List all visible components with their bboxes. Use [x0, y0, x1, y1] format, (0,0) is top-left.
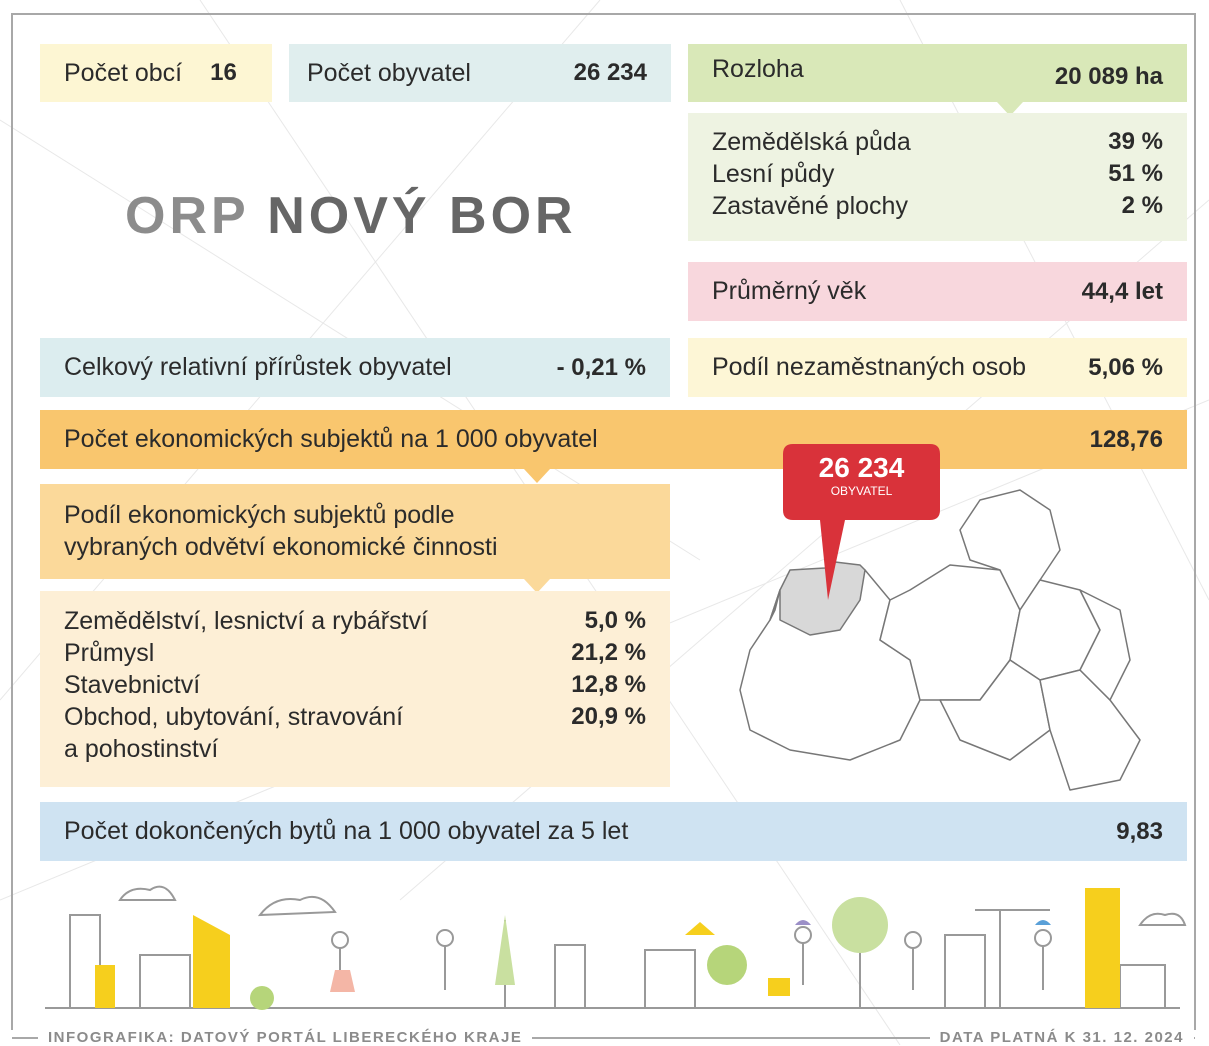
value: 51 %	[1108, 160, 1163, 187]
callout	[783, 444, 940, 600]
sector-row: Stavebnictví 12,8 %	[64, 669, 646, 701]
label-line: Průmysl	[64, 639, 155, 667]
sector-heading-box: Podíl ekonomických subjektů podle vybraný…	[40, 484, 670, 593]
land-use-row: Lesní půdy 51 %	[712, 158, 1163, 190]
title-name: NOVÝ BOR	[267, 187, 577, 245]
municipalities-box: Počet obcí 16	[40, 44, 272, 102]
label: Zemědělská půda	[712, 128, 911, 156]
value: 16	[210, 59, 237, 86]
value: 21,2 %	[571, 639, 646, 666]
economic-box: Počet ekonomických subjektů na 1 000 oby…	[40, 410, 1187, 483]
map-region	[769, 589, 781, 621]
map	[739, 444, 1141, 791]
pointer	[524, 579, 550, 593]
pointer	[997, 102, 1023, 116]
footer-validity: DATA PLATNÁ K 31. 12. 2024	[929, 1029, 1194, 1046]
age-box: Průměrný věk 44,4 let	[688, 262, 1187, 321]
value: - 0,21 %	[556, 353, 646, 381]
callout-label: OBYVATEL	[830, 484, 893, 498]
pointer	[524, 469, 550, 483]
label: Počet obyvatel	[307, 58, 471, 87]
label: Počet ekonomických subjektů na 1 000 oby…	[64, 425, 598, 453]
callout-text: 26 234 OBYVATEL	[783, 452, 940, 498]
label: Zastavěné plochy	[712, 192, 908, 220]
map-region	[959, 489, 1061, 611]
value: 12,8 %	[571, 671, 646, 698]
label-line: a pohostinství	[64, 735, 219, 763]
sector-row: Průmysl 21,2 %	[64, 637, 646, 669]
value: 26 234	[573, 59, 647, 86]
label: Lesní půdy	[712, 160, 835, 188]
label-line: Zemědělství, lesnictví a rybářství	[64, 607, 429, 635]
land-use-box: Zemědělská půda 39 % Lesní půdy 51 % Zastavě…	[688, 113, 1187, 241]
value: 5,06 %	[1088, 353, 1163, 381]
value: 20,9 %	[571, 703, 646, 730]
value: 20 089 ha	[1054, 63, 1163, 90]
land-use-list: Zemědělská půda 39 % Lesní půdy 51 % Zastavě…	[712, 126, 1163, 222]
land-use-row: Zemědělská půda 39 %	[712, 126, 1163, 158]
value: 2 %	[1121, 192, 1163, 219]
growth-box: Celkový relativní přírůstek obyvatel - 0…	[40, 338, 670, 397]
callout-value: 26 234	[818, 452, 905, 483]
sector-heading: Podíl ekonomických subjektů podle vybraný…	[64, 499, 646, 563]
heading-line: Podíl ekonomických subjektů podle	[64, 501, 455, 529]
label: Počet obcí	[64, 58, 183, 87]
label-line: Obchod, ubytování, stravování	[64, 703, 404, 731]
map-highlight	[779, 561, 866, 636]
value: 39 %	[1108, 128, 1163, 155]
area-box: Rozloha 20 089 ha	[688, 44, 1187, 116]
sector-row: Zemědělství, lesnictví a rybářství 5,0 %	[64, 605, 646, 637]
map-region	[1079, 589, 1131, 701]
label: Počet dokončených bytů na 1 000 obyvatel…	[64, 817, 629, 845]
value: 9,83	[1116, 817, 1163, 845]
label-line: Stavebnictví	[64, 671, 201, 699]
label: Průměrný věk	[712, 277, 867, 305]
map-region	[1039, 669, 1141, 791]
sector-row: Obchod, ubytování, stravování a pohostins…	[64, 701, 646, 765]
land-use-row: Zastavěné plochy 2 %	[712, 190, 1163, 222]
sector-list: Zemědělství, lesnictví a rybářství 5,0 % P…	[64, 605, 646, 765]
footer-source: INFOGRAFIKA: DATOVÝ PORTÁL LIBERECKÉHO K…	[38, 1029, 533, 1046]
label: Průmysl	[64, 637, 154, 669]
label: Stavebnictví	[64, 669, 200, 701]
dwellings-box: Počet dokončených bytů na 1 000 obyvatel…	[40, 802, 1187, 861]
unemployment-box: Podíl nezaměstnaných osob 5,06 %	[688, 338, 1187, 397]
label: Zemědělství, lesnictví a rybářství	[64, 605, 428, 637]
sector-list-box: Zemědělství, lesnictví a rybářství 5,0 % P…	[40, 591, 670, 787]
illustration	[45, 885, 1187, 1010]
value: 5,0 %	[584, 607, 646, 634]
label: Obchod, ubytování, stravování a pohostins…	[64, 701, 403, 765]
value: 44,4 let	[1081, 277, 1163, 305]
population-box: Počet obyvatel 26 234	[289, 44, 671, 102]
heading-line: vybraných odvětví ekonomické činnosti	[64, 533, 498, 561]
title-prefix: ORP	[125, 187, 249, 245]
title: ORP NOVÝ BOR	[125, 186, 577, 246]
label: Podíl nezaměstnaných osob	[712, 353, 1027, 381]
label: Rozloha	[712, 54, 804, 83]
value: 128,76	[1089, 425, 1163, 453]
label: Celkový relativní přírůstek obyvatel	[64, 353, 452, 381]
